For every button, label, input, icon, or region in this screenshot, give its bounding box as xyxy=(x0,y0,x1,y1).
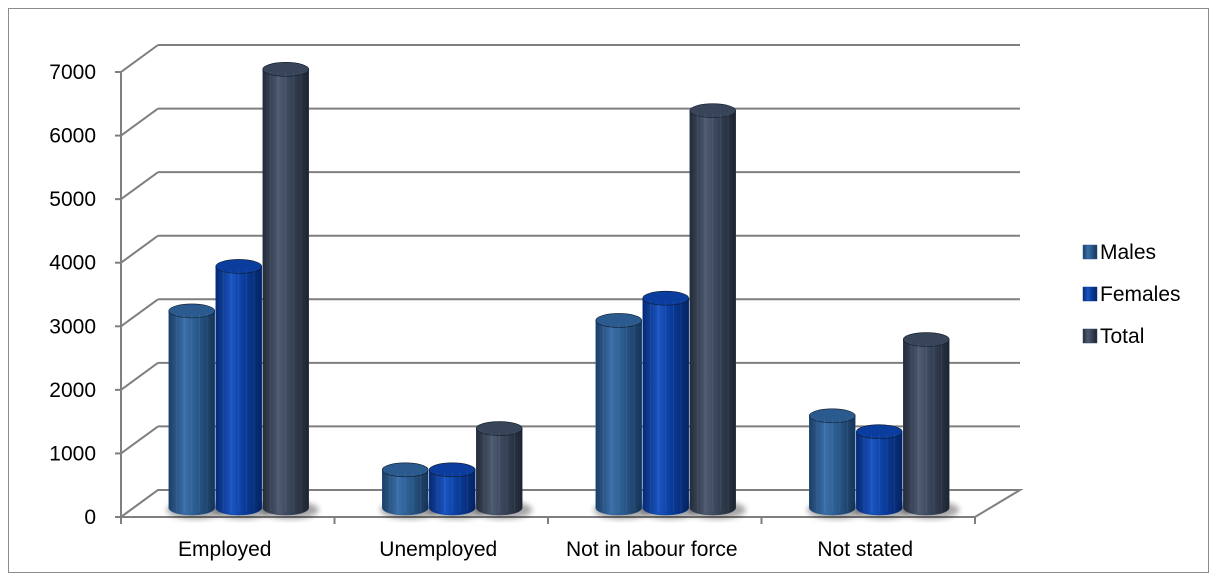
bar xyxy=(593,313,652,519)
bar-body xyxy=(262,69,309,516)
y-tick-label: 6000 xyxy=(49,125,96,148)
bar xyxy=(640,290,699,519)
bar-top xyxy=(642,290,690,306)
legend-label: Females xyxy=(1100,283,1181,306)
bar-top xyxy=(215,259,263,274)
bar xyxy=(807,408,866,519)
depth-gridline xyxy=(120,234,159,264)
bar-body xyxy=(689,110,736,516)
depth-gridline xyxy=(120,171,159,200)
bar xyxy=(380,462,439,519)
legend-swatch xyxy=(1082,286,1098,302)
y-tick-label: 7000 xyxy=(49,61,96,84)
y-tick-label: 0 xyxy=(84,506,96,529)
x-tick-label: Not stated xyxy=(817,538,913,561)
bar-top xyxy=(381,462,429,478)
bar-top xyxy=(475,421,523,436)
legend-label: Males xyxy=(1100,241,1156,264)
legend-label: Total xyxy=(1100,325,1144,348)
bar xyxy=(427,462,486,519)
bar-body xyxy=(903,339,950,516)
bar-body xyxy=(476,428,523,516)
legend-swatch xyxy=(1082,244,1098,260)
labels-layer: 0 1000 2000 3000 4000 5000 6000 7000 Employed Une… xyxy=(49,61,913,561)
bar-top xyxy=(808,408,856,424)
y-tick-label: 4000 xyxy=(49,252,96,275)
legend: Males Females Total xyxy=(1082,241,1181,348)
bar-top xyxy=(855,424,903,440)
legend-entry: Total xyxy=(1082,325,1144,348)
x-tick-label: Employed xyxy=(178,538,271,561)
bar xyxy=(687,103,746,519)
y-tick-label: 2000 xyxy=(49,379,96,402)
bar xyxy=(474,421,533,519)
depth-gridline xyxy=(120,107,159,137)
bar-top xyxy=(689,103,737,118)
bar-top xyxy=(262,62,310,77)
y-tick-label: 1000 xyxy=(49,442,96,465)
depth-gridline xyxy=(120,44,159,73)
bars-layer xyxy=(166,62,960,519)
depth-gridline xyxy=(120,298,159,328)
legend-swatch xyxy=(1082,328,1098,344)
chart-floor xyxy=(117,489,1024,518)
bar-top xyxy=(428,462,476,478)
y-tick-label: 5000 xyxy=(49,188,96,211)
x-tick-label: Unemployed xyxy=(379,538,497,561)
x-tick-label: Not in labour force xyxy=(566,538,738,561)
bar-top xyxy=(902,332,950,347)
bar-top xyxy=(595,313,643,328)
legend-entry: Females xyxy=(1082,283,1181,306)
bar xyxy=(854,424,913,519)
bar xyxy=(166,303,225,519)
bar-top xyxy=(168,303,216,319)
bar xyxy=(260,62,319,519)
bar xyxy=(213,259,272,519)
depth-gridline xyxy=(120,362,159,391)
depth-gridline xyxy=(120,425,159,455)
bar xyxy=(901,332,960,519)
legend-entry: Males xyxy=(1082,241,1156,264)
y-tick-label: 3000 xyxy=(49,315,96,338)
